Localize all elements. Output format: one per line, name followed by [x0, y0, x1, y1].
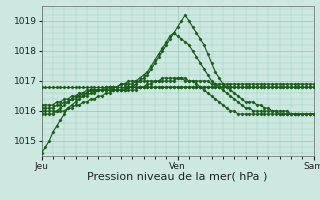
- X-axis label: Pression niveau de la mer( hPa ): Pression niveau de la mer( hPa ): [87, 172, 268, 182]
